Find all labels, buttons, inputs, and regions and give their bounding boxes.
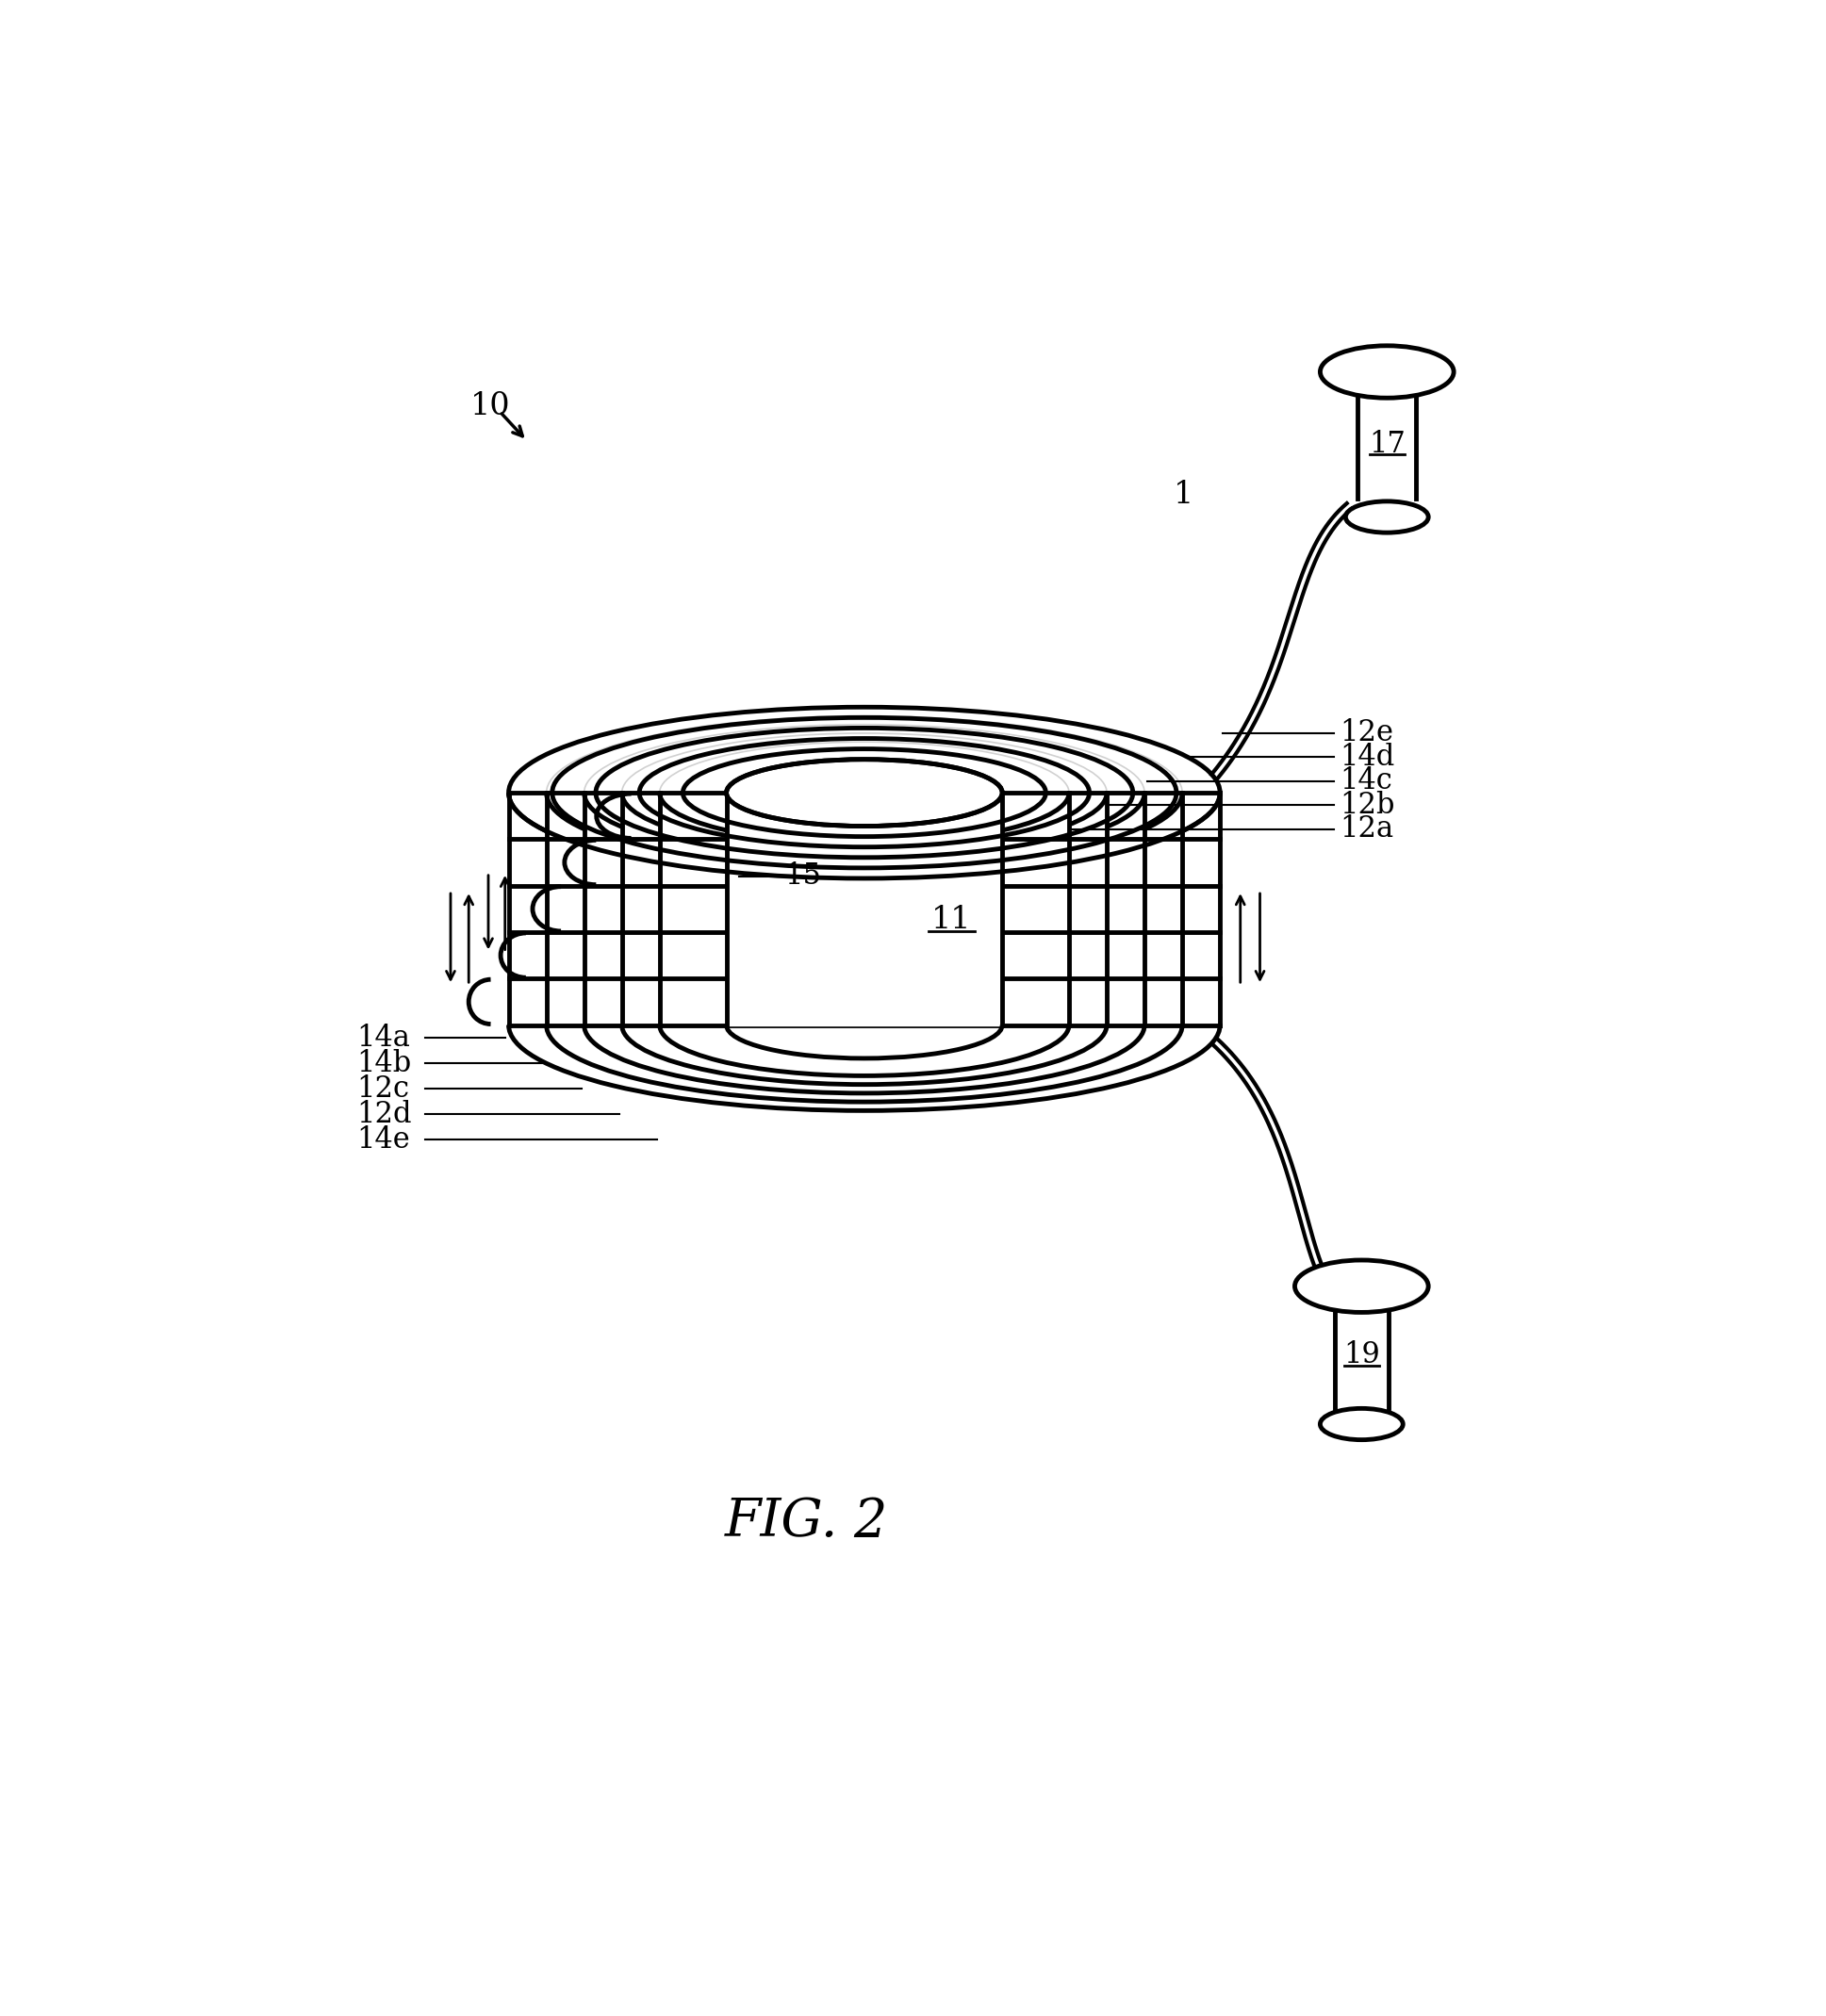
Text: 12e: 12e xyxy=(1340,718,1393,748)
Text: 1: 1 xyxy=(1174,480,1194,510)
Text: 14c: 14c xyxy=(1340,766,1393,796)
Polygon shape xyxy=(546,792,1181,1103)
Text: 14e: 14e xyxy=(356,1125,409,1155)
Ellipse shape xyxy=(1295,1260,1428,1312)
Polygon shape xyxy=(509,792,1220,1111)
Text: 14b: 14b xyxy=(356,1048,411,1079)
Text: 17: 17 xyxy=(1370,429,1406,460)
Ellipse shape xyxy=(727,760,1002,827)
Polygon shape xyxy=(584,792,1145,1093)
Text: FIG. 2: FIG. 2 xyxy=(725,1496,887,1548)
Text: 19: 19 xyxy=(1344,1341,1380,1369)
Text: 15: 15 xyxy=(785,861,822,891)
Polygon shape xyxy=(727,792,1002,1024)
Ellipse shape xyxy=(1320,345,1453,397)
Text: 14a: 14a xyxy=(356,1024,409,1052)
Text: 10: 10 xyxy=(471,391,511,421)
Text: 12d: 12d xyxy=(356,1099,411,1129)
Text: 12b: 12b xyxy=(1340,790,1395,821)
Text: 11: 11 xyxy=(931,905,971,935)
Text: 14d: 14d xyxy=(1340,742,1395,772)
Text: 12c: 12c xyxy=(356,1075,409,1103)
Polygon shape xyxy=(659,792,1068,1077)
Ellipse shape xyxy=(1346,502,1428,532)
Text: 12a: 12a xyxy=(1340,814,1393,843)
Ellipse shape xyxy=(1320,1409,1402,1439)
Polygon shape xyxy=(623,792,1107,1085)
